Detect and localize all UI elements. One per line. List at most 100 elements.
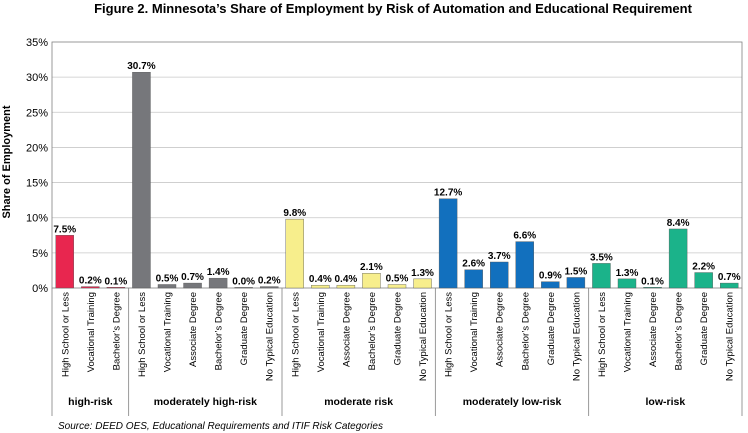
category-label: No Typical Education: [725, 292, 736, 381]
chart-title: Figure 2. Minnesota’s Share of Employmen…: [94, 1, 693, 16]
bar: [694, 272, 713, 289]
category-label: No Typical Education: [571, 292, 582, 381]
category-label: Vocational Training: [316, 292, 327, 372]
category-label: Bachelor’s Degree: [214, 292, 225, 370]
group-label: moderately low-risk: [463, 396, 562, 408]
category-label: Graduate Degree: [699, 292, 710, 365]
data-label: 0.1%: [641, 276, 664, 287]
group-labels: high-risk moderately high-risk moderate ri…: [68, 396, 685, 408]
bar: [234, 287, 253, 289]
bar: [260, 286, 279, 289]
category-label: Bachelor’s Degree: [367, 292, 378, 370]
category-label: Bachelor’s Degree: [674, 292, 685, 370]
category-label: No Typical Education: [265, 292, 276, 381]
category-label: High School or Less: [60, 292, 71, 377]
bar: [362, 273, 381, 289]
group-label: moderate risk: [324, 396, 393, 408]
category-label: Associate Degree: [341, 292, 352, 367]
category-label: Associate Degree: [648, 292, 659, 367]
bar: [668, 228, 688, 289]
bar: [336, 284, 356, 289]
y-tick-label: 10%: [26, 213, 48, 225]
data-labels: 7.5%0.2% 0.1%30.7%0.5% 0.7% 1.4%0.0% 0.2%9.8…: [53, 61, 740, 287]
bar: [490, 261, 509, 289]
category-label: High School or Less: [444, 292, 455, 377]
plot-frame: [51, 41, 743, 289]
gridlines: [52, 76, 742, 254]
bar: [55, 235, 74, 289]
data-label: 9.8%: [283, 208, 306, 219]
data-label: 3.5%: [590, 252, 613, 263]
data-label: 1.5%: [564, 266, 587, 277]
bar: [413, 278, 432, 289]
data-label: 0.5%: [156, 273, 179, 284]
y-tick-label: 20%: [26, 142, 48, 154]
data-label: 3.7%: [488, 251, 511, 262]
data-label: 8.4%: [667, 218, 690, 229]
group-label: low-risk: [645, 396, 685, 408]
bar: [515, 241, 534, 289]
y-tick-labels: 0% 5% 10% 15% 20% 25% 30% 35%: [26, 37, 48, 295]
data-label: 1.3%: [616, 268, 639, 279]
data-label: 0.4%: [334, 274, 357, 285]
y-tick-label: 35%: [26, 37, 48, 49]
data-label: 6.6%: [513, 231, 536, 242]
bar: [464, 269, 483, 289]
category-label: High School or Less: [290, 292, 301, 377]
category-label: Bachelor’s Degree: [111, 292, 122, 370]
category-label: No Typical Education: [418, 292, 429, 381]
bar: [438, 198, 458, 289]
data-label: 0.5%: [386, 273, 409, 284]
data-label: 0.4%: [309, 274, 332, 285]
data-label: 0.2%: [79, 276, 102, 287]
source-note: Source: DEED OES, Educational Requiremen…: [58, 421, 383, 432]
bar: [285, 218, 304, 289]
bar: [81, 286, 100, 289]
data-label: 7.5%: [53, 224, 76, 235]
group-label: high-risk: [68, 396, 112, 408]
data-label: 0.0%: [232, 276, 255, 287]
data-label: 0.9%: [539, 271, 562, 282]
category-label: Associate Degree: [495, 292, 506, 367]
data-label: 2.1%: [360, 262, 383, 273]
category-label: Bachelor’s Degree: [520, 292, 531, 370]
category-label: High School or Less: [137, 292, 148, 377]
bar: [541, 281, 560, 289]
data-label: 0.1%: [104, 276, 127, 287]
data-label: 2.2%: [692, 262, 715, 273]
data-label: 2.6%: [462, 259, 485, 270]
group-separators: [51, 288, 743, 416]
category-label: Vocational Training: [469, 292, 480, 372]
bars: [55, 72, 739, 289]
data-label: 0.7%: [718, 272, 741, 283]
category-label: Graduate Degree: [239, 292, 250, 365]
bar: [720, 282, 739, 289]
category-label: Graduate Degree: [393, 292, 404, 365]
category-label: Vocational Training: [623, 292, 634, 372]
bar: [617, 278, 637, 289]
bar: [208, 277, 228, 289]
group-label: moderately high-risk: [154, 396, 257, 408]
category-label: Vocational Training: [163, 292, 174, 372]
y-tick-label: 25%: [26, 107, 48, 119]
category-label: High School or Less: [597, 292, 608, 377]
y-tick-label: 5%: [32, 248, 48, 260]
y-tick-label: 15%: [26, 178, 48, 190]
bar: [311, 284, 330, 289]
bar: [643, 287, 662, 289]
y-tick-label: 30%: [26, 72, 48, 84]
bar: [106, 287, 126, 289]
bar: [592, 263, 611, 289]
data-label: 1.3%: [411, 268, 434, 279]
category-label: Vocational Training: [86, 292, 97, 372]
data-label: 0.2%: [258, 276, 281, 287]
data-label: 1.4%: [207, 267, 230, 278]
category-label: Graduate Degree: [546, 292, 557, 365]
data-label: 12.7%: [434, 188, 462, 199]
bar: [566, 277, 586, 289]
y-tick-label: 0%: [32, 283, 48, 295]
data-label: 0.7%: [181, 272, 204, 283]
category-labels: High School or Less Vocational Training Ba…: [60, 292, 735, 381]
y-axis-title: Share of Employment: [1, 105, 13, 218]
